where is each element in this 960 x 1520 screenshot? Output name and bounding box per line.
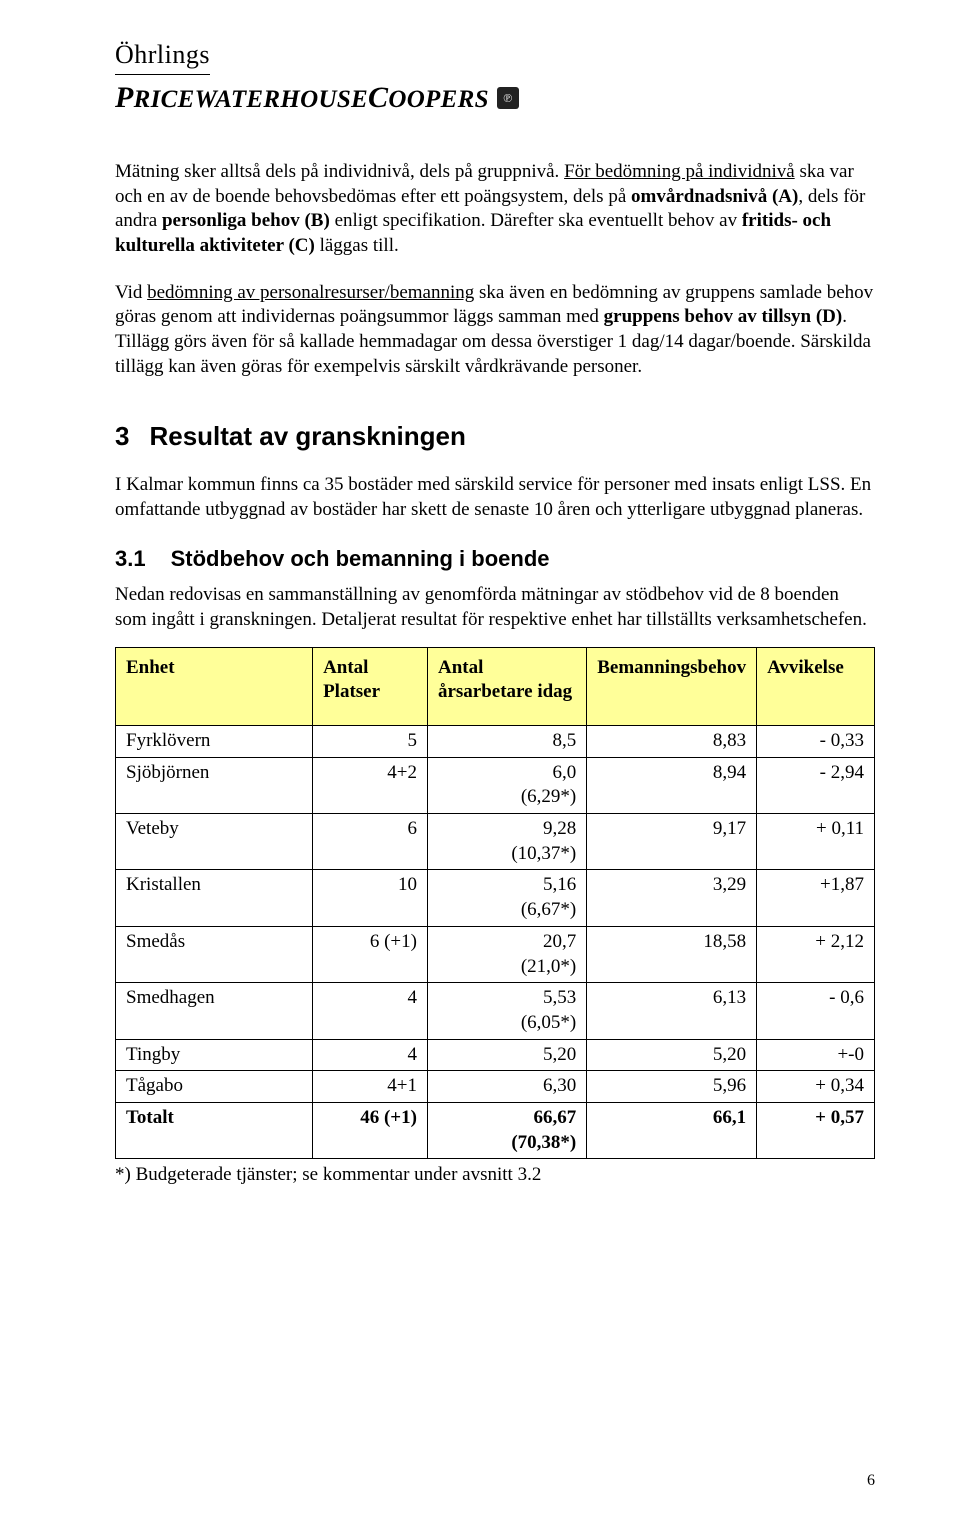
bold-omvardnad: omvårdnadsnivå (A) [631,186,798,207]
logo-badge-icon: ℗ [497,87,519,109]
underline-individniva: För bedömning på individnivå [564,161,795,182]
logo-top: Öhrlings [115,40,210,75]
paragraph-3: I Kalmar kommun finns ca 35 bostäder med… [115,473,875,522]
paragraph-4: Nedan redovisas en sammanställning av ge… [115,583,875,632]
page-number: 6 [867,1472,875,1490]
table-row: Fyrklövern58,58,83- 0,33 [116,726,875,758]
content: Mätning sker alltså dels på individnivå,… [115,160,875,1188]
staffing-table: Enhet Antal Platser Antal årsarbetare id… [115,647,875,1160]
col-arsarbetare: Antal årsarbetare idag [427,647,586,725]
table-row: Sjöbjörnen4+26,0(6,29*)8,94- 2,94 [116,757,875,813]
paragraph-2: Vid bedömning av personalresurser/bemann… [115,281,875,380]
table-row: Veteby69,28(10,37*)9,17+ 0,11 [116,814,875,870]
table-row: Kristallen105,16(6,67*)3,29+1,87 [116,870,875,926]
logo: Öhrlings PRICEWATERHOUSECOOPERS ℗ [115,40,875,115]
paragraph-1: Mätning sker alltså dels på individnivå,… [115,160,875,259]
table-footnote: *) Budgeterade tjänster; se kommentar un… [115,1163,875,1188]
table-row: Smedhagen45,53(6,05*)6,13- 0,6 [116,983,875,1039]
bold-gruppens: gruppens behov av tillsyn (D) [604,306,843,327]
section-3-heading: 3Resultat av granskningen [115,420,875,454]
logo-bottom-wrap: PRICEWATERHOUSECOOPERS ℗ [115,81,875,115]
table-row: Tingby45,205,20+-0 [116,1039,875,1071]
table-total-row: Totalt46 (+1)66,67(70,38*)66,1+ 0,57 [116,1102,875,1158]
underline-bedomning: bedömning av personalresurser/bemanning [147,282,474,303]
table-row: Smedås6 (+1)20,7(21,0*)18,58+ 2,12 [116,926,875,982]
col-bemanning: Bemanningsbehov [587,647,757,725]
col-platser: Antal Platser [313,647,428,725]
bold-personliga: personliga behov (B) [162,210,330,231]
table-row: Tågabo4+16,305,96+ 0,34 [116,1071,875,1103]
section-3-1-heading: 3.1Stödbehov och bemanning i boende [115,545,875,574]
col-avvikelse: Avvikelse [757,647,875,725]
table-header-row: Enhet Antal Platser Antal årsarbetare id… [116,647,875,725]
logo-bottom: PRICEWATERHOUSECOOPERS [115,81,489,115]
col-enhet: Enhet [116,647,313,725]
